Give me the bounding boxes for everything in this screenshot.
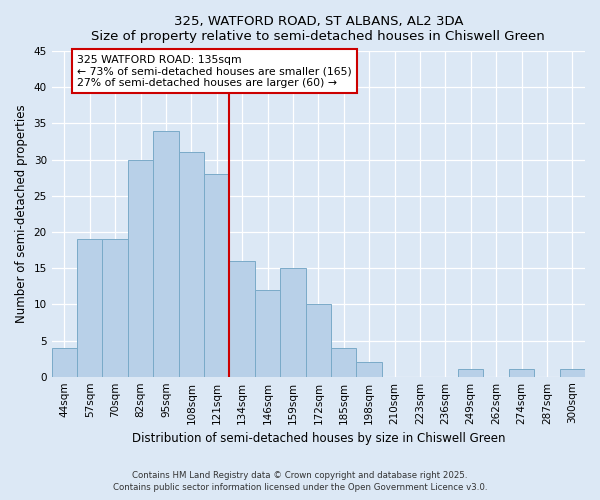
- Bar: [153, 130, 179, 376]
- Bar: [229, 261, 255, 376]
- Bar: [179, 152, 204, 376]
- Bar: [331, 348, 356, 376]
- Y-axis label: Number of semi-detached properties: Number of semi-detached properties: [15, 104, 28, 323]
- Bar: [128, 160, 153, 376]
- Bar: [509, 370, 534, 376]
- X-axis label: Distribution of semi-detached houses by size in Chiswell Green: Distribution of semi-detached houses by …: [131, 432, 505, 445]
- Text: 325 WATFORD ROAD: 135sqm
← 73% of semi-detached houses are smaller (165)
27% of : 325 WATFORD ROAD: 135sqm ← 73% of semi-d…: [77, 54, 352, 88]
- Bar: [204, 174, 229, 376]
- Bar: [458, 370, 484, 376]
- Bar: [280, 268, 305, 376]
- Bar: [305, 304, 331, 376]
- Bar: [77, 239, 103, 376]
- Text: Contains HM Land Registry data © Crown copyright and database right 2025.
Contai: Contains HM Land Registry data © Crown c…: [113, 471, 487, 492]
- Title: 325, WATFORD ROAD, ST ALBANS, AL2 3DA
Size of property relative to semi-detached: 325, WATFORD ROAD, ST ALBANS, AL2 3DA Si…: [91, 15, 545, 43]
- Bar: [255, 290, 280, 376]
- Bar: [52, 348, 77, 376]
- Bar: [103, 239, 128, 376]
- Bar: [560, 370, 585, 376]
- Bar: [356, 362, 382, 376]
